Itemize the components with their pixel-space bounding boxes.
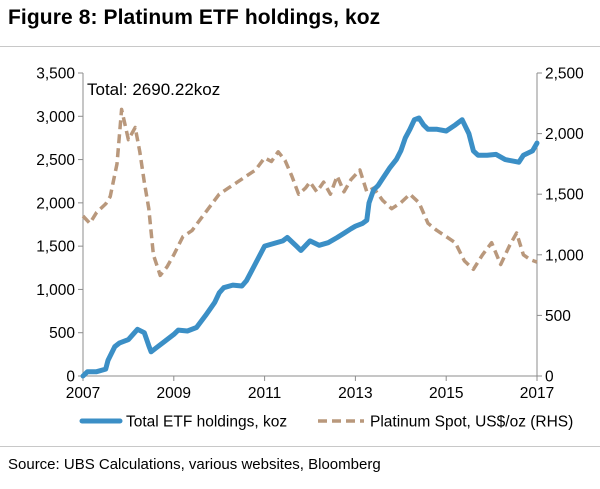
etf-holdings-line [80,115,540,379]
chart: 0 500 1,000 1,500 2,000 2,500 3,000 3,500 0 500 1,… [36,66,584,431]
chart-legend: Total ETF holdings, koz Platinum Spot, US… [79,414,573,431]
source-note: Source: UBS Calculations, various websit… [8,456,381,473]
source-divider [0,446,600,447]
y-left-tick-label: 1,000 [36,282,75,299]
y-left-tick-label: 3,000 [36,109,75,126]
chart-series [80,107,540,379]
legend-label-etf-holdings: Total ETF holdings, koz [126,414,287,431]
figure-title: Figure 8: Platinum ETF holdings, koz [8,6,381,29]
total-annotation: Total: 2690.22koz [87,80,220,99]
platinum-spot-line [81,107,538,278]
y-right-tick-label: 2,000 [545,126,584,143]
x-tick-label: 2011 [248,385,281,402]
y-right-tick-label: 0 [545,369,554,386]
chart-axes: 0 500 1,000 1,500 2,000 2,500 3,000 3,500 0 500 1,… [36,66,584,403]
y-left-tick-label: 2,000 [36,195,75,212]
x-tick-label: 2015 [429,385,463,402]
y-right-tick-label: 1,500 [545,187,584,204]
y-left-tick-label: 2,500 [36,152,75,169]
y-left-tick-label: 1,500 [36,239,75,256]
y-right-tick-label: 500 [545,308,571,325]
title-divider [0,46,600,47]
legend-label-platinum-spot: Platinum Spot, US$/oz (RHS) [370,414,573,431]
y-right-tick-label: 2,500 [545,66,584,83]
y-left-tick-label: 3,500 [36,66,75,83]
y-right-tick-label: 1,000 [545,247,584,264]
x-tick-label: 2009 [157,385,191,402]
x-tick-label: 2017 [520,385,554,402]
x-tick-label: 2013 [338,385,372,402]
x-tick-label: 2007 [66,385,100,402]
y-left-tick-label: 0 [66,369,75,386]
y-left-tick-label: 500 [49,325,75,342]
